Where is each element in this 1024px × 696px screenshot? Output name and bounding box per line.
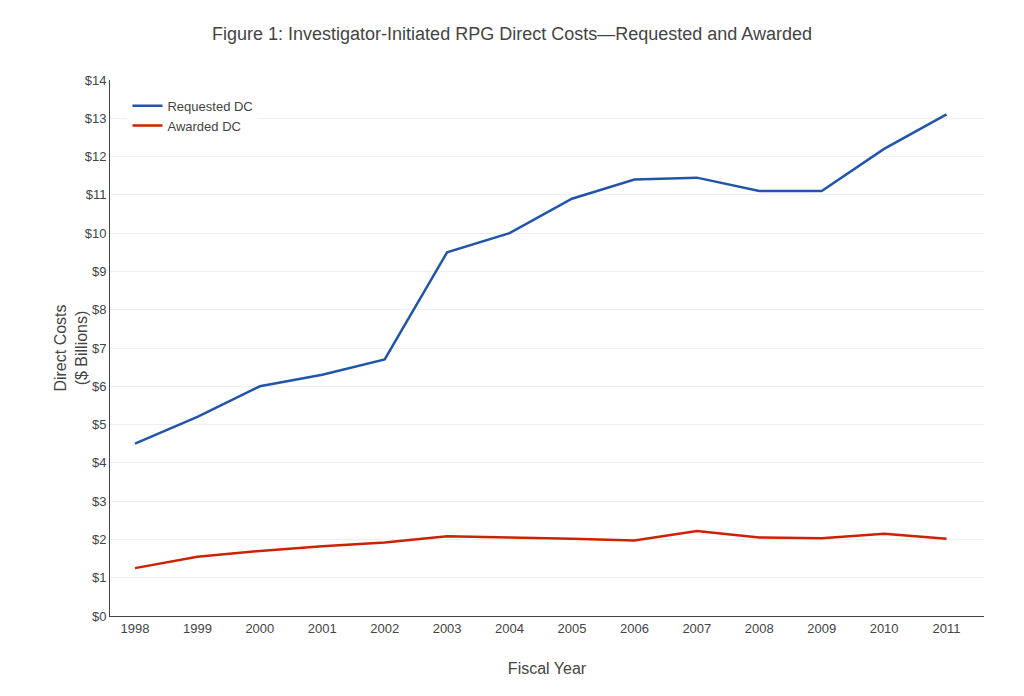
- svg-text:$2: $2: [92, 532, 106, 547]
- svg-text:2004: 2004: [495, 621, 524, 636]
- svg-text:2008: 2008: [745, 621, 774, 636]
- svg-text:1998: 1998: [121, 621, 150, 636]
- svg-text:2010: 2010: [870, 621, 899, 636]
- svg-text:Figure 1: Investigator-Initiat: Figure 1: Investigator-Initiated RPG Dir…: [212, 24, 812, 44]
- svg-text:$4: $4: [92, 455, 106, 470]
- svg-text:$14: $14: [85, 73, 107, 88]
- svg-text:Fiscal Year: Fiscal Year: [508, 660, 587, 677]
- svg-text:$11: $11: [86, 187, 107, 202]
- svg-text:Awarded DC: Awarded DC: [167, 119, 240, 134]
- svg-text:2007: 2007: [682, 621, 711, 636]
- svg-text:$8: $8: [92, 302, 106, 317]
- svg-text:Direct Costs($ Billions): Direct Costs($ Billions): [52, 304, 90, 391]
- svg-text:2009: 2009: [807, 621, 836, 636]
- svg-text:$9: $9: [92, 264, 106, 279]
- svg-text:$3: $3: [92, 494, 106, 509]
- svg-text:2002: 2002: [370, 621, 399, 636]
- svg-text:$5: $5: [92, 417, 106, 432]
- svg-text:$10: $10: [85, 226, 107, 241]
- svg-text:$1: $1: [92, 570, 106, 585]
- svg-text:Requested DC: Requested DC: [167, 99, 252, 114]
- svg-text:$12: $12: [85, 149, 107, 164]
- svg-text:2006: 2006: [620, 621, 649, 636]
- svg-text:$13: $13: [85, 111, 107, 126]
- svg-text:$0: $0: [92, 609, 106, 624]
- svg-text:1999: 1999: [183, 621, 212, 636]
- svg-text:$6: $6: [92, 379, 106, 394]
- svg-text:2000: 2000: [245, 621, 274, 636]
- svg-text:2005: 2005: [558, 621, 587, 636]
- svg-text:2001: 2001: [308, 621, 337, 636]
- svg-text:2011: 2011: [933, 621, 961, 636]
- svg-text:2003: 2003: [433, 621, 462, 636]
- svg-text:$7: $7: [92, 341, 106, 356]
